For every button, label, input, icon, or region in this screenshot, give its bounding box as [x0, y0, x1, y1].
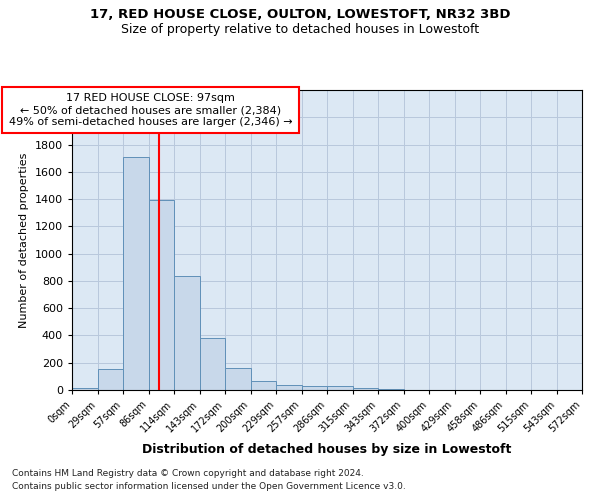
Text: Size of property relative to detached houses in Lowestoft: Size of property relative to detached ho…: [121, 22, 479, 36]
Bar: [149, 200, 174, 390]
Text: 17, RED HOUSE CLOSE, OULTON, LOWESTOFT, NR32 3BD: 17, RED HOUSE CLOSE, OULTON, LOWESTOFT, …: [90, 8, 510, 20]
Bar: [353, 388, 378, 390]
Text: Distribution of detached houses by size in Lowestoft: Distribution of detached houses by size …: [142, 442, 512, 456]
Text: 17 RED HOUSE CLOSE: 97sqm
← 50% of detached houses are smaller (2,384)
49% of se: 17 RED HOUSE CLOSE: 97sqm ← 50% of detac…: [9, 94, 293, 126]
Bar: [97, 369, 123, 390]
Y-axis label: Number of detached properties: Number of detached properties: [19, 152, 29, 328]
Text: Contains public sector information licensed under the Open Government Licence v3: Contains public sector information licen…: [12, 482, 406, 491]
Bar: [199, 338, 225, 390]
Bar: [123, 157, 149, 390]
Bar: [378, 389, 404, 390]
Bar: [251, 381, 276, 390]
Bar: [174, 276, 199, 390]
Bar: [276, 385, 302, 390]
Bar: [72, 388, 97, 390]
Bar: [302, 386, 327, 390]
Bar: [225, 368, 251, 390]
Text: Contains HM Land Registry data © Crown copyright and database right 2024.: Contains HM Land Registry data © Crown c…: [12, 468, 364, 477]
Bar: [327, 386, 353, 390]
